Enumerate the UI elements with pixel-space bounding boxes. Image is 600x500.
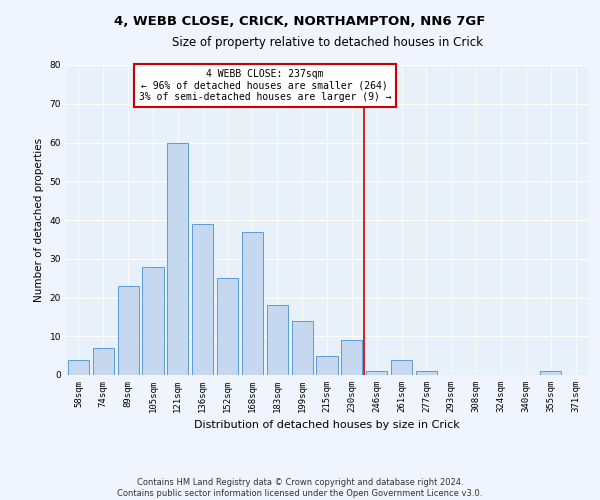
Bar — [167, 142, 188, 375]
Bar — [142, 266, 164, 375]
Bar — [540, 371, 561, 375]
X-axis label: Distribution of detached houses by size in Crick: Distribution of detached houses by size … — [194, 420, 460, 430]
Bar — [242, 232, 263, 375]
Text: Contains HM Land Registry data © Crown copyright and database right 2024.
Contai: Contains HM Land Registry data © Crown c… — [118, 478, 482, 498]
Bar — [391, 360, 412, 375]
Title: Size of property relative to detached houses in Crick: Size of property relative to detached ho… — [172, 36, 482, 49]
Bar — [118, 286, 139, 375]
Bar — [341, 340, 362, 375]
Bar — [192, 224, 213, 375]
Bar — [217, 278, 238, 375]
Bar — [292, 321, 313, 375]
Text: 4 WEBB CLOSE: 237sqm
← 96% of detached houses are smaller (264)
3% of semi-detac: 4 WEBB CLOSE: 237sqm ← 96% of detached h… — [139, 69, 391, 102]
Bar — [366, 371, 387, 375]
Bar — [267, 305, 288, 375]
Bar — [316, 356, 338, 375]
Bar — [68, 360, 89, 375]
Text: 4, WEBB CLOSE, CRICK, NORTHAMPTON, NN6 7GF: 4, WEBB CLOSE, CRICK, NORTHAMPTON, NN6 7… — [115, 15, 485, 28]
Bar — [416, 371, 437, 375]
Y-axis label: Number of detached properties: Number of detached properties — [34, 138, 44, 302]
Bar — [93, 348, 114, 375]
